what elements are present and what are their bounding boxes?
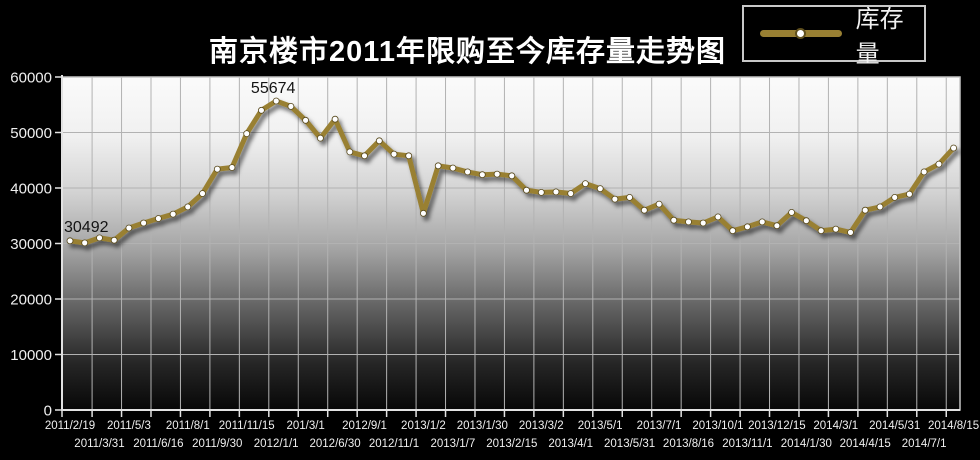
svg-text:2013/11/1: 2013/11/1 xyxy=(722,438,772,450)
svg-text:2013/5/31: 2013/5/31 xyxy=(604,438,655,450)
x-tick-labels: 2011/2/19 2011/3/31 2011/5/3 2011/6/16 2011/… xyxy=(45,420,979,450)
svg-text:2011/2/19: 2011/2/19 xyxy=(45,420,95,432)
legend-line-sample xyxy=(760,28,842,39)
legend-label: 库存量 xyxy=(855,5,904,68)
svg-text:20000: 20000 xyxy=(10,292,52,309)
svg-text:2013/2/15: 2013/2/15 xyxy=(486,438,537,450)
svg-text:55674: 55674 xyxy=(251,80,296,97)
svg-text:2013/10/1: 2013/10/1 xyxy=(692,420,743,432)
svg-text:201/3/1: 201/3/1 xyxy=(286,420,324,432)
series-markers xyxy=(66,97,957,247)
y-tick-labels: 0 10000 20000 30000 40000 50000 60000 xyxy=(10,70,52,420)
svg-text:2013/5/1: 2013/5/1 xyxy=(578,420,623,432)
legend: 库存量 xyxy=(742,5,926,68)
svg-text:2012/9/1: 2012/9/1 xyxy=(342,420,387,432)
svg-text:40000: 40000 xyxy=(10,181,52,198)
svg-text:2014/1/30: 2014/1/30 xyxy=(781,438,832,450)
svg-text:2013/1/30: 2013/1/30 xyxy=(457,420,508,432)
svg-text:2011/3/31: 2011/3/31 xyxy=(74,438,124,450)
axis-ticks xyxy=(55,76,947,417)
series-inventory xyxy=(66,97,957,247)
svg-text:2012/6/30: 2012/6/30 xyxy=(309,438,360,450)
svg-text:2013/4/1: 2013/4/1 xyxy=(548,438,593,450)
svg-text:2013/3/2: 2013/3/2 xyxy=(519,420,564,432)
svg-text:2014/8/15: 2014/8/15 xyxy=(928,420,979,432)
svg-text:30492: 30492 xyxy=(64,219,109,236)
svg-text:2013/7/1: 2013/7/1 xyxy=(637,420,682,432)
svg-text:2013/1/7: 2013/1/7 xyxy=(431,438,476,450)
svg-text:2014/3/1: 2014/3/1 xyxy=(813,420,858,432)
chart-title: 南京楼市2011年限购至今库存量走势图 xyxy=(209,36,726,68)
svg-text:2014/7/1: 2014/7/1 xyxy=(902,438,947,450)
svg-text:2011/9/30: 2011/9/30 xyxy=(192,438,242,450)
svg-text:2012/1/1: 2012/1/1 xyxy=(254,438,299,450)
svg-text:2013/12/15: 2013/12/15 xyxy=(748,420,806,432)
svg-text:2013/8/16: 2013/8/16 xyxy=(663,438,714,450)
svg-text:2013/1/2: 2013/1/2 xyxy=(401,420,446,432)
svg-text:30000: 30000 xyxy=(10,236,52,253)
svg-text:2012/11/1: 2012/11/1 xyxy=(369,438,419,450)
svg-text:2011/5/3: 2011/5/3 xyxy=(107,420,151,432)
svg-text:50000: 50000 xyxy=(10,125,52,142)
svg-text:2014/5/31: 2014/5/31 xyxy=(869,420,920,432)
svg-text:10000: 10000 xyxy=(10,347,52,364)
legend-marker-dot xyxy=(795,28,807,39)
svg-text:2011/11/15: 2011/11/15 xyxy=(219,420,275,432)
svg-text:2011/6/16: 2011/6/16 xyxy=(133,438,183,450)
svg-text:2014/4/15: 2014/4/15 xyxy=(840,438,891,450)
gridlines xyxy=(62,77,960,410)
svg-text:2011/8/1: 2011/8/1 xyxy=(166,420,210,432)
svg-text:0: 0 xyxy=(44,403,52,420)
svg-text:60000: 60000 xyxy=(10,70,52,87)
point-annotations: 30492 55674 xyxy=(64,80,296,236)
